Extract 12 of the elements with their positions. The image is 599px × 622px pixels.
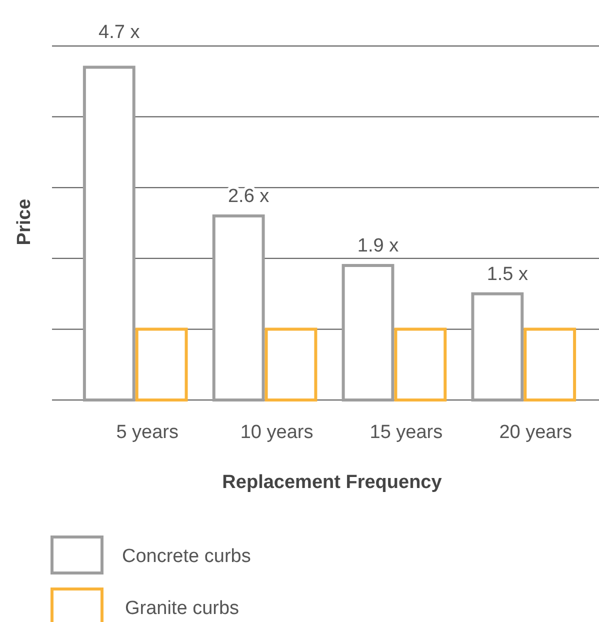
x-tick-label: 20 years: [499, 422, 572, 443]
x-tick-label: 10 years: [240, 422, 314, 443]
data-label: 2.6 x: [228, 186, 270, 207]
x-tick-label: 15 years: [370, 422, 443, 443]
x-tick-label: 5 years: [116, 422, 179, 443]
legend-label: Granite curbs: [125, 598, 240, 619]
x-axis-title: Replacement Frequency: [222, 472, 442, 493]
legend-label: Concrete curbs: [122, 546, 251, 567]
data-label: 1.9 x: [357, 235, 400, 256]
data-label: 1.5 x: [486, 264, 529, 285]
y-axis-title: Price: [14, 198, 35, 246]
data-label: 4.7 x: [98, 22, 140, 43]
